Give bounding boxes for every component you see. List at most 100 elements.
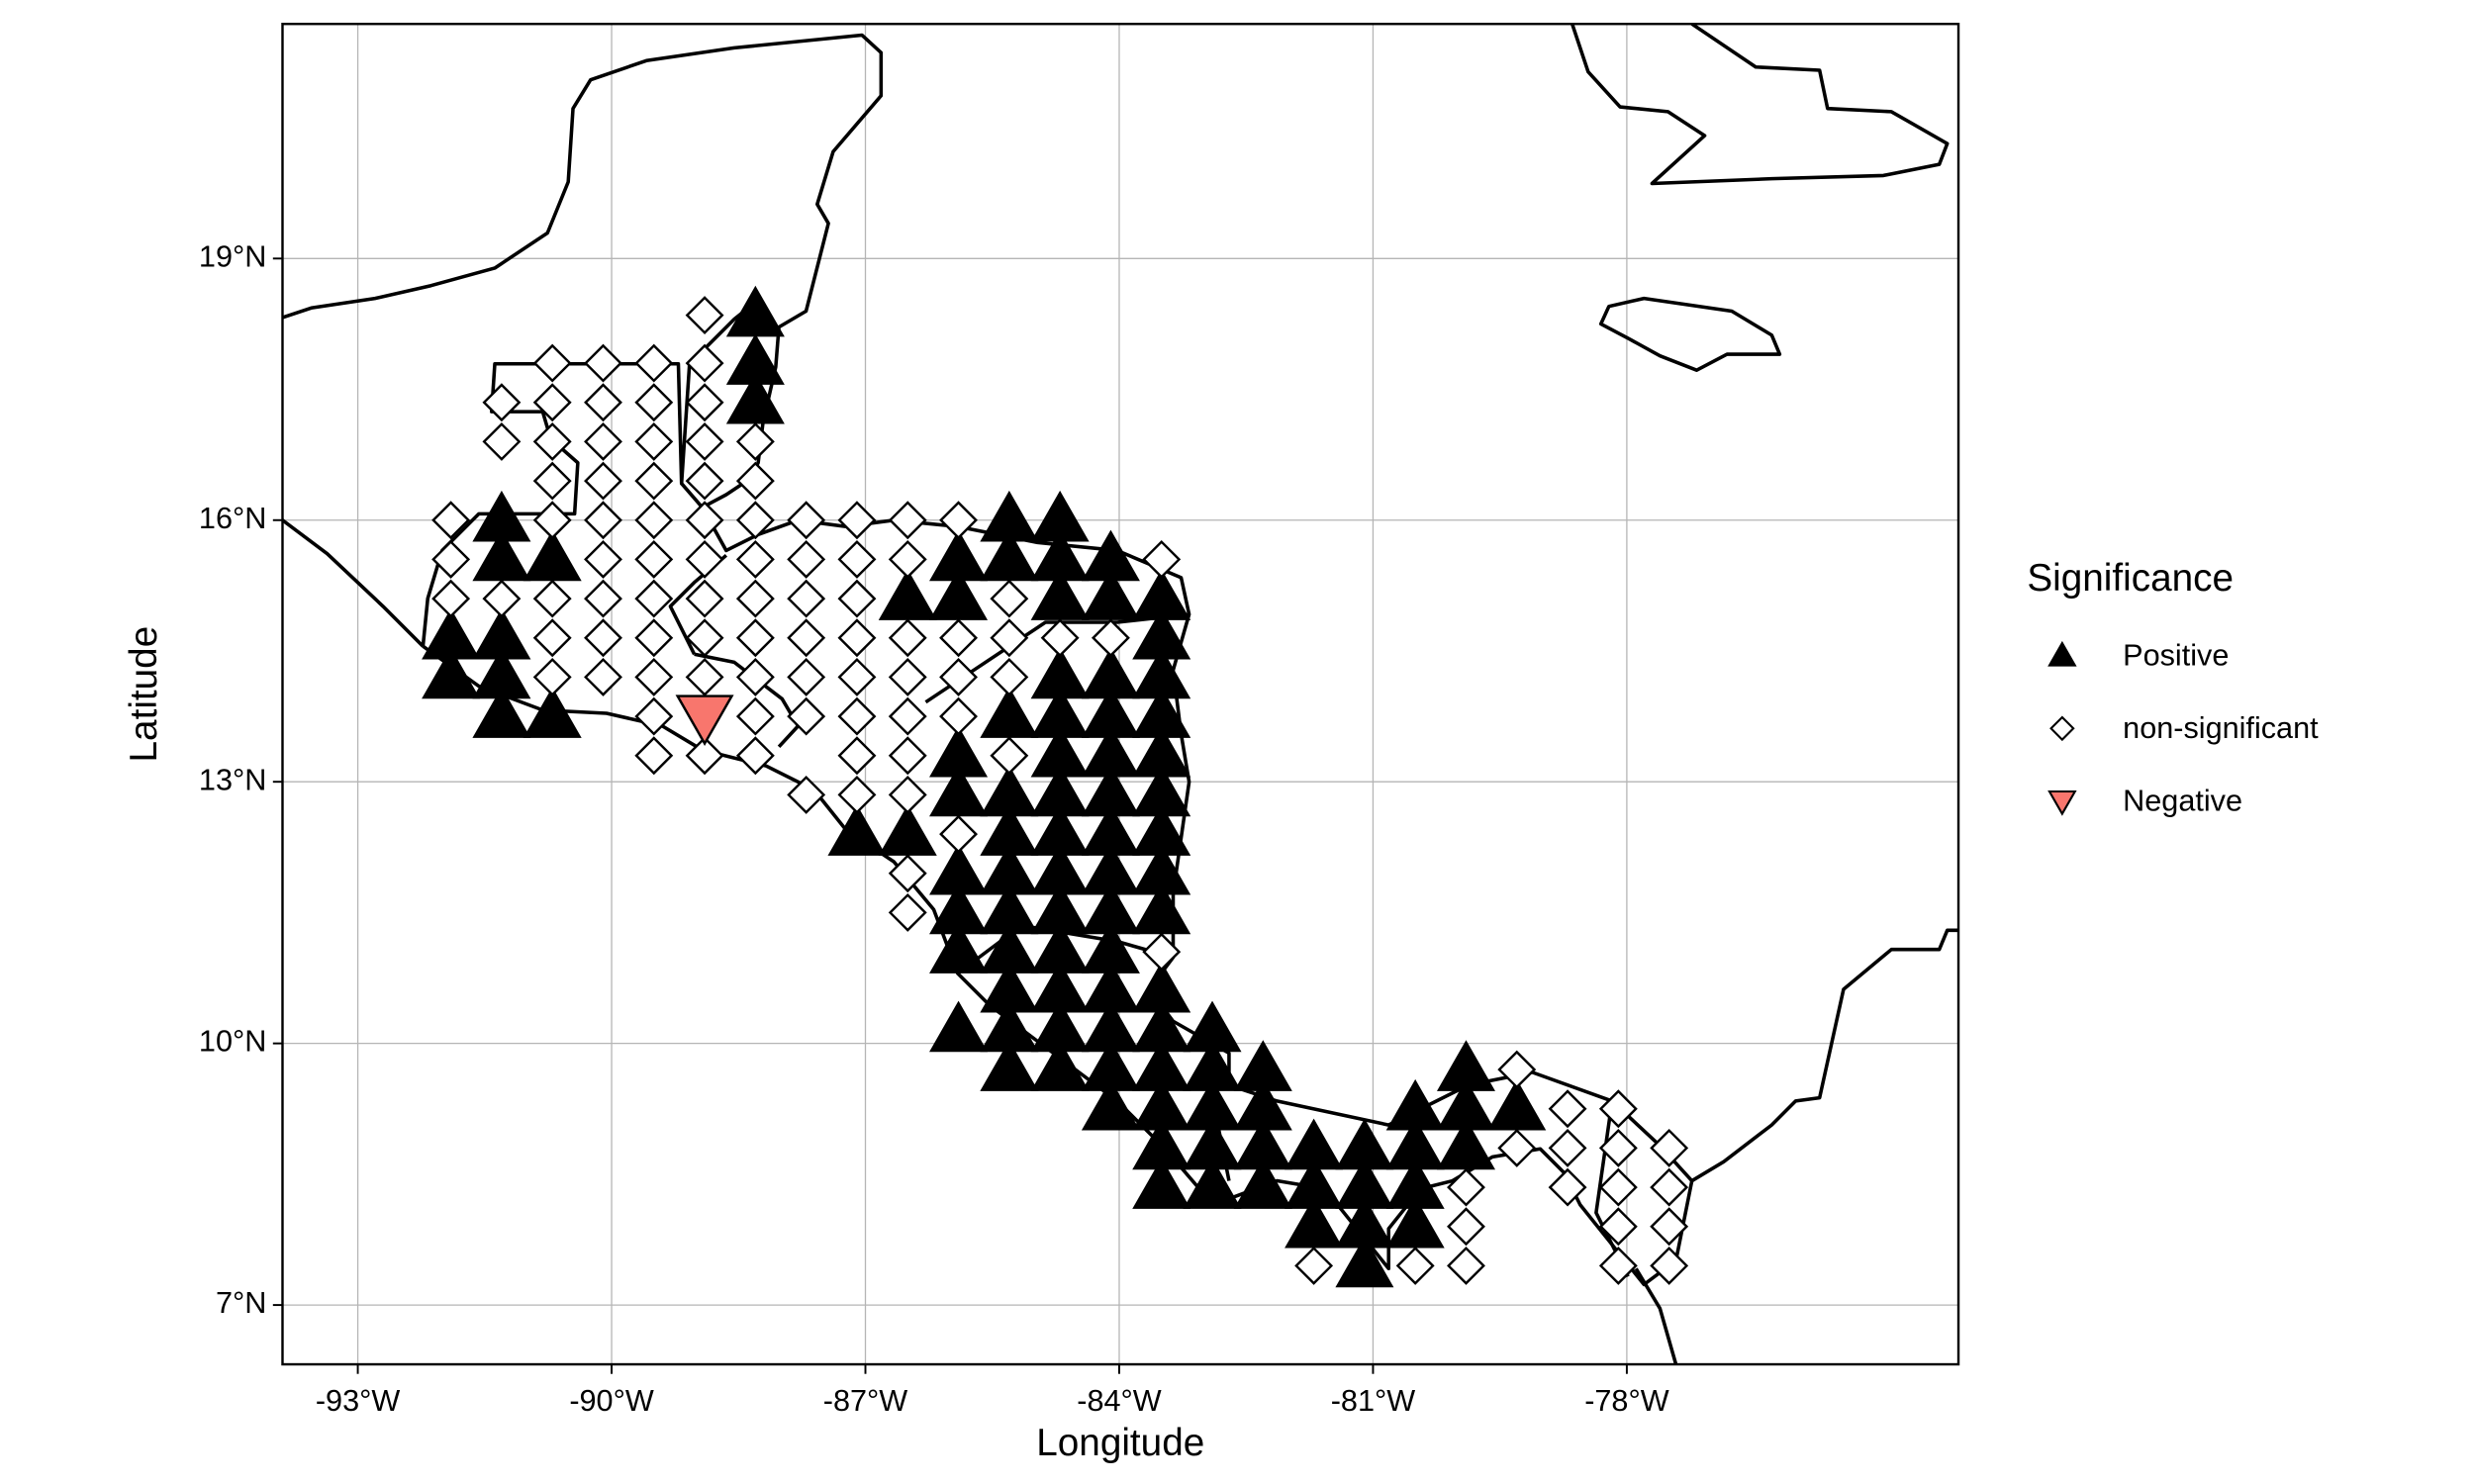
point	[685, 657, 724, 696]
point	[685, 383, 724, 422]
point	[787, 501, 826, 540]
point	[735, 696, 775, 736]
point	[939, 696, 978, 736]
point	[634, 696, 674, 736]
point	[1598, 1207, 1638, 1247]
point	[1030, 1040, 1090, 1091]
point	[1598, 1089, 1638, 1129]
point	[929, 922, 989, 974]
point	[735, 736, 775, 776]
point	[675, 695, 734, 746]
point	[532, 579, 572, 618]
point	[634, 343, 674, 383]
point	[837, 775, 877, 814]
point	[1132, 1158, 1191, 1209]
point	[837, 736, 877, 776]
point	[735, 579, 775, 618]
point	[1335, 1236, 1394, 1288]
point	[1040, 618, 1080, 658]
point	[685, 421, 724, 461]
point	[888, 657, 927, 696]
point	[990, 736, 1029, 776]
point	[634, 736, 674, 776]
x-tick-label: -90°W	[569, 1384, 654, 1418]
legend-symbol	[2047, 789, 2077, 816]
point	[482, 383, 522, 422]
point	[685, 296, 724, 335]
point	[735, 618, 775, 658]
point	[1395, 1246, 1435, 1285]
point	[584, 657, 622, 696]
point	[1650, 1207, 1689, 1247]
point	[1650, 1167, 1689, 1207]
point	[1081, 1078, 1140, 1131]
legend: Positive non-significant Negative	[2047, 639, 2319, 817]
point	[1294, 1246, 1334, 1285]
point	[990, 657, 1029, 696]
point	[787, 539, 826, 579]
x-tick-label: -84°W	[1077, 1384, 1162, 1418]
point	[888, 618, 927, 658]
point	[939, 618, 978, 658]
grid	[282, 24, 1959, 1365]
point	[634, 461, 674, 501]
point	[888, 501, 927, 540]
jamaica	[1598, 296, 1782, 372]
point	[532, 421, 572, 461]
point	[837, 579, 877, 618]
point	[735, 539, 775, 579]
point	[584, 421, 622, 461]
point	[1447, 1167, 1485, 1207]
point	[634, 618, 674, 658]
point	[685, 539, 724, 579]
x-tick-label: -93°W	[316, 1384, 401, 1418]
point	[584, 539, 622, 579]
point	[735, 461, 775, 501]
point	[685, 501, 724, 540]
point	[990, 618, 1029, 658]
point	[735, 657, 775, 696]
point	[634, 539, 674, 579]
point	[1548, 1167, 1587, 1207]
point	[1142, 539, 1182, 579]
y-tick-label: 10°N	[199, 1025, 266, 1059]
point	[888, 775, 927, 814]
point	[888, 696, 927, 736]
point	[1497, 1128, 1537, 1167]
point	[929, 1000, 989, 1053]
point	[1548, 1128, 1587, 1167]
legend-label: non-significant	[2123, 711, 2319, 745]
point	[634, 501, 674, 540]
mexico-pacific	[282, 518, 425, 648]
point	[1091, 618, 1130, 658]
y-tick-label: 7°N	[216, 1286, 266, 1320]
legend-label: Negative	[2123, 784, 2242, 817]
point	[787, 579, 826, 618]
point	[888, 892, 927, 932]
point	[584, 579, 622, 618]
point	[1183, 1158, 1242, 1209]
plot-border	[281, 22, 1960, 1366]
point	[837, 501, 877, 540]
points	[422, 285, 1689, 1288]
point	[787, 618, 826, 658]
point	[482, 421, 522, 461]
point	[685, 461, 724, 501]
point	[837, 657, 877, 696]
point	[472, 687, 531, 738]
point	[532, 501, 572, 540]
point	[735, 421, 775, 461]
point	[431, 501, 471, 540]
x-tick-label: -78°W	[1584, 1384, 1669, 1418]
x-tick-label: -87°W	[823, 1384, 908, 1418]
point	[1142, 932, 1182, 972]
point	[837, 618, 877, 658]
point	[939, 657, 978, 696]
y-tick-label: 19°N	[199, 239, 266, 273]
point	[431, 539, 471, 579]
point	[532, 461, 572, 501]
legend-title: Significance	[2027, 557, 2234, 600]
x-tick-label: -81°W	[1331, 1384, 1416, 1418]
point	[634, 579, 674, 618]
